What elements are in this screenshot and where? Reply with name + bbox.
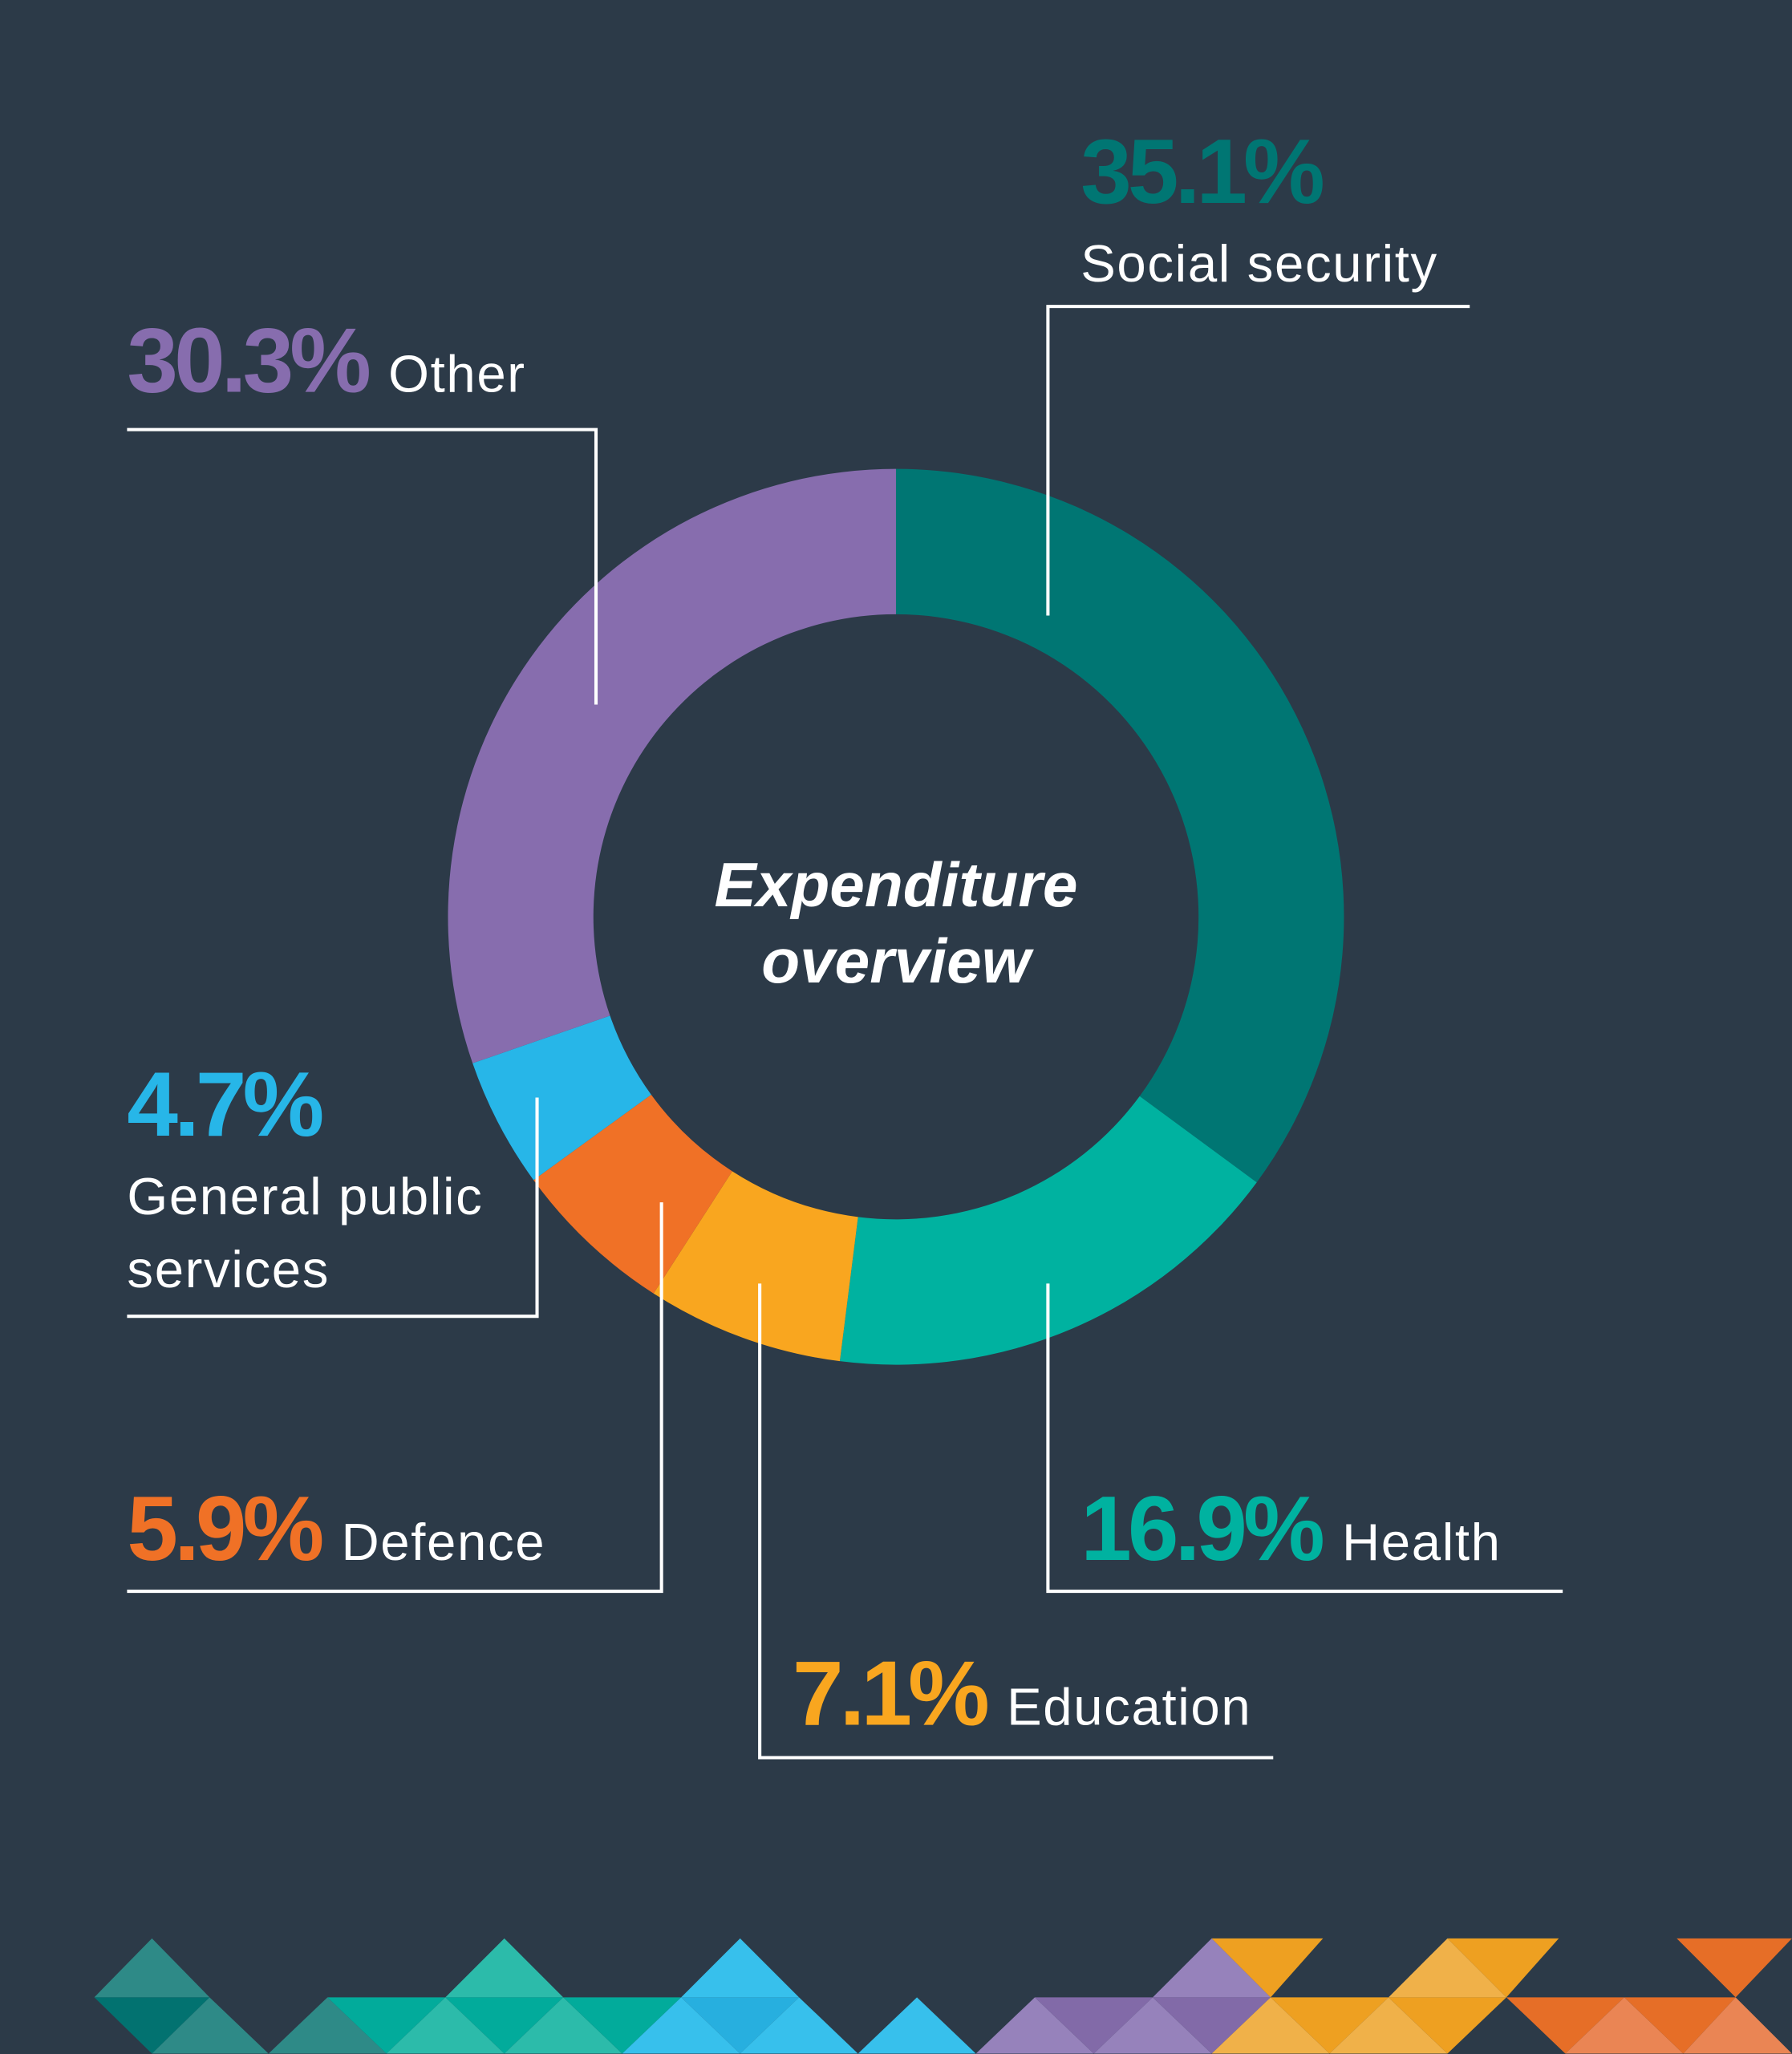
leader-line [127,1202,663,1594]
triangle [740,1997,858,2054]
category-label: Education [1007,1679,1252,1737]
donut-segment [895,468,1344,1183]
donut-segment [472,1015,651,1181]
chart-title: Expenditure overview [714,851,1078,997]
category-label: Social security [1080,235,1438,294]
leader-line [127,427,598,705]
decoration [94,1938,1792,2054]
donut-segment [448,468,896,1063]
triangle [152,1997,269,2054]
donut-segment [653,1171,858,1362]
triangle [1035,1997,1153,2054]
triangle [386,1997,505,2054]
category-label: General public services [127,1168,484,1299]
triangle [975,1997,1094,2054]
triangle [445,1938,564,1998]
value-label: 4.7% [127,1052,324,1156]
category-label: Health [1341,1513,1502,1572]
triangle [1153,1997,1271,2054]
triangle [268,1997,387,2054]
leader-line [758,1283,1274,1760]
triangle [327,1997,446,2054]
triangle [1565,1997,1684,2054]
triangle [1211,1938,1324,1998]
triangle [94,1938,210,1998]
triangle [1676,1938,1792,1998]
value-label: 35.1% [1080,120,1325,223]
triangle [1683,1997,1792,2054]
data-label: 7.1% Education [793,1647,1251,1739]
data-label: 4.7% General public services [127,1058,559,1307]
triangle [857,1997,976,2054]
value-label: 7.1% [792,1642,990,1745]
triangle [1153,1938,1271,1998]
triangle [1447,1938,1559,1998]
leader-line [1046,1283,1563,1594]
leader-line [1046,305,1470,616]
category-label: Defence [341,1513,546,1572]
data-label: 35.1% Social security [1080,126,1513,302]
triangle [1506,1997,1624,2054]
value-label: 30.3% [127,309,371,411]
leader-line [127,1097,539,1319]
triangle [445,1997,564,2054]
data-label: 5.9% Defence [127,1483,545,1574]
triangle [681,1997,800,2054]
triangle [1388,1938,1506,1998]
triangle [1388,1997,1506,2054]
data-label: 16.9% Health [1080,1483,1501,1574]
donut-segment [839,1096,1257,1365]
triangle [563,1997,682,2054]
value-label: 16.9% [1080,1477,1325,1580]
data-label: 30.3% Other [127,314,525,406]
triangle [1329,1997,1448,2054]
triangle [1093,1997,1212,2054]
triangle [94,1997,210,2054]
triangle [1271,1997,1389,2054]
triangle [1211,1997,1330,2054]
triangle [1624,1997,1736,2054]
triangle [622,1997,740,2054]
category-label: Other [388,346,526,403]
value-label: 5.9% [127,1477,324,1580]
triangle [681,1938,800,1998]
donut-segment [533,1094,732,1294]
triangle [504,1997,622,2054]
